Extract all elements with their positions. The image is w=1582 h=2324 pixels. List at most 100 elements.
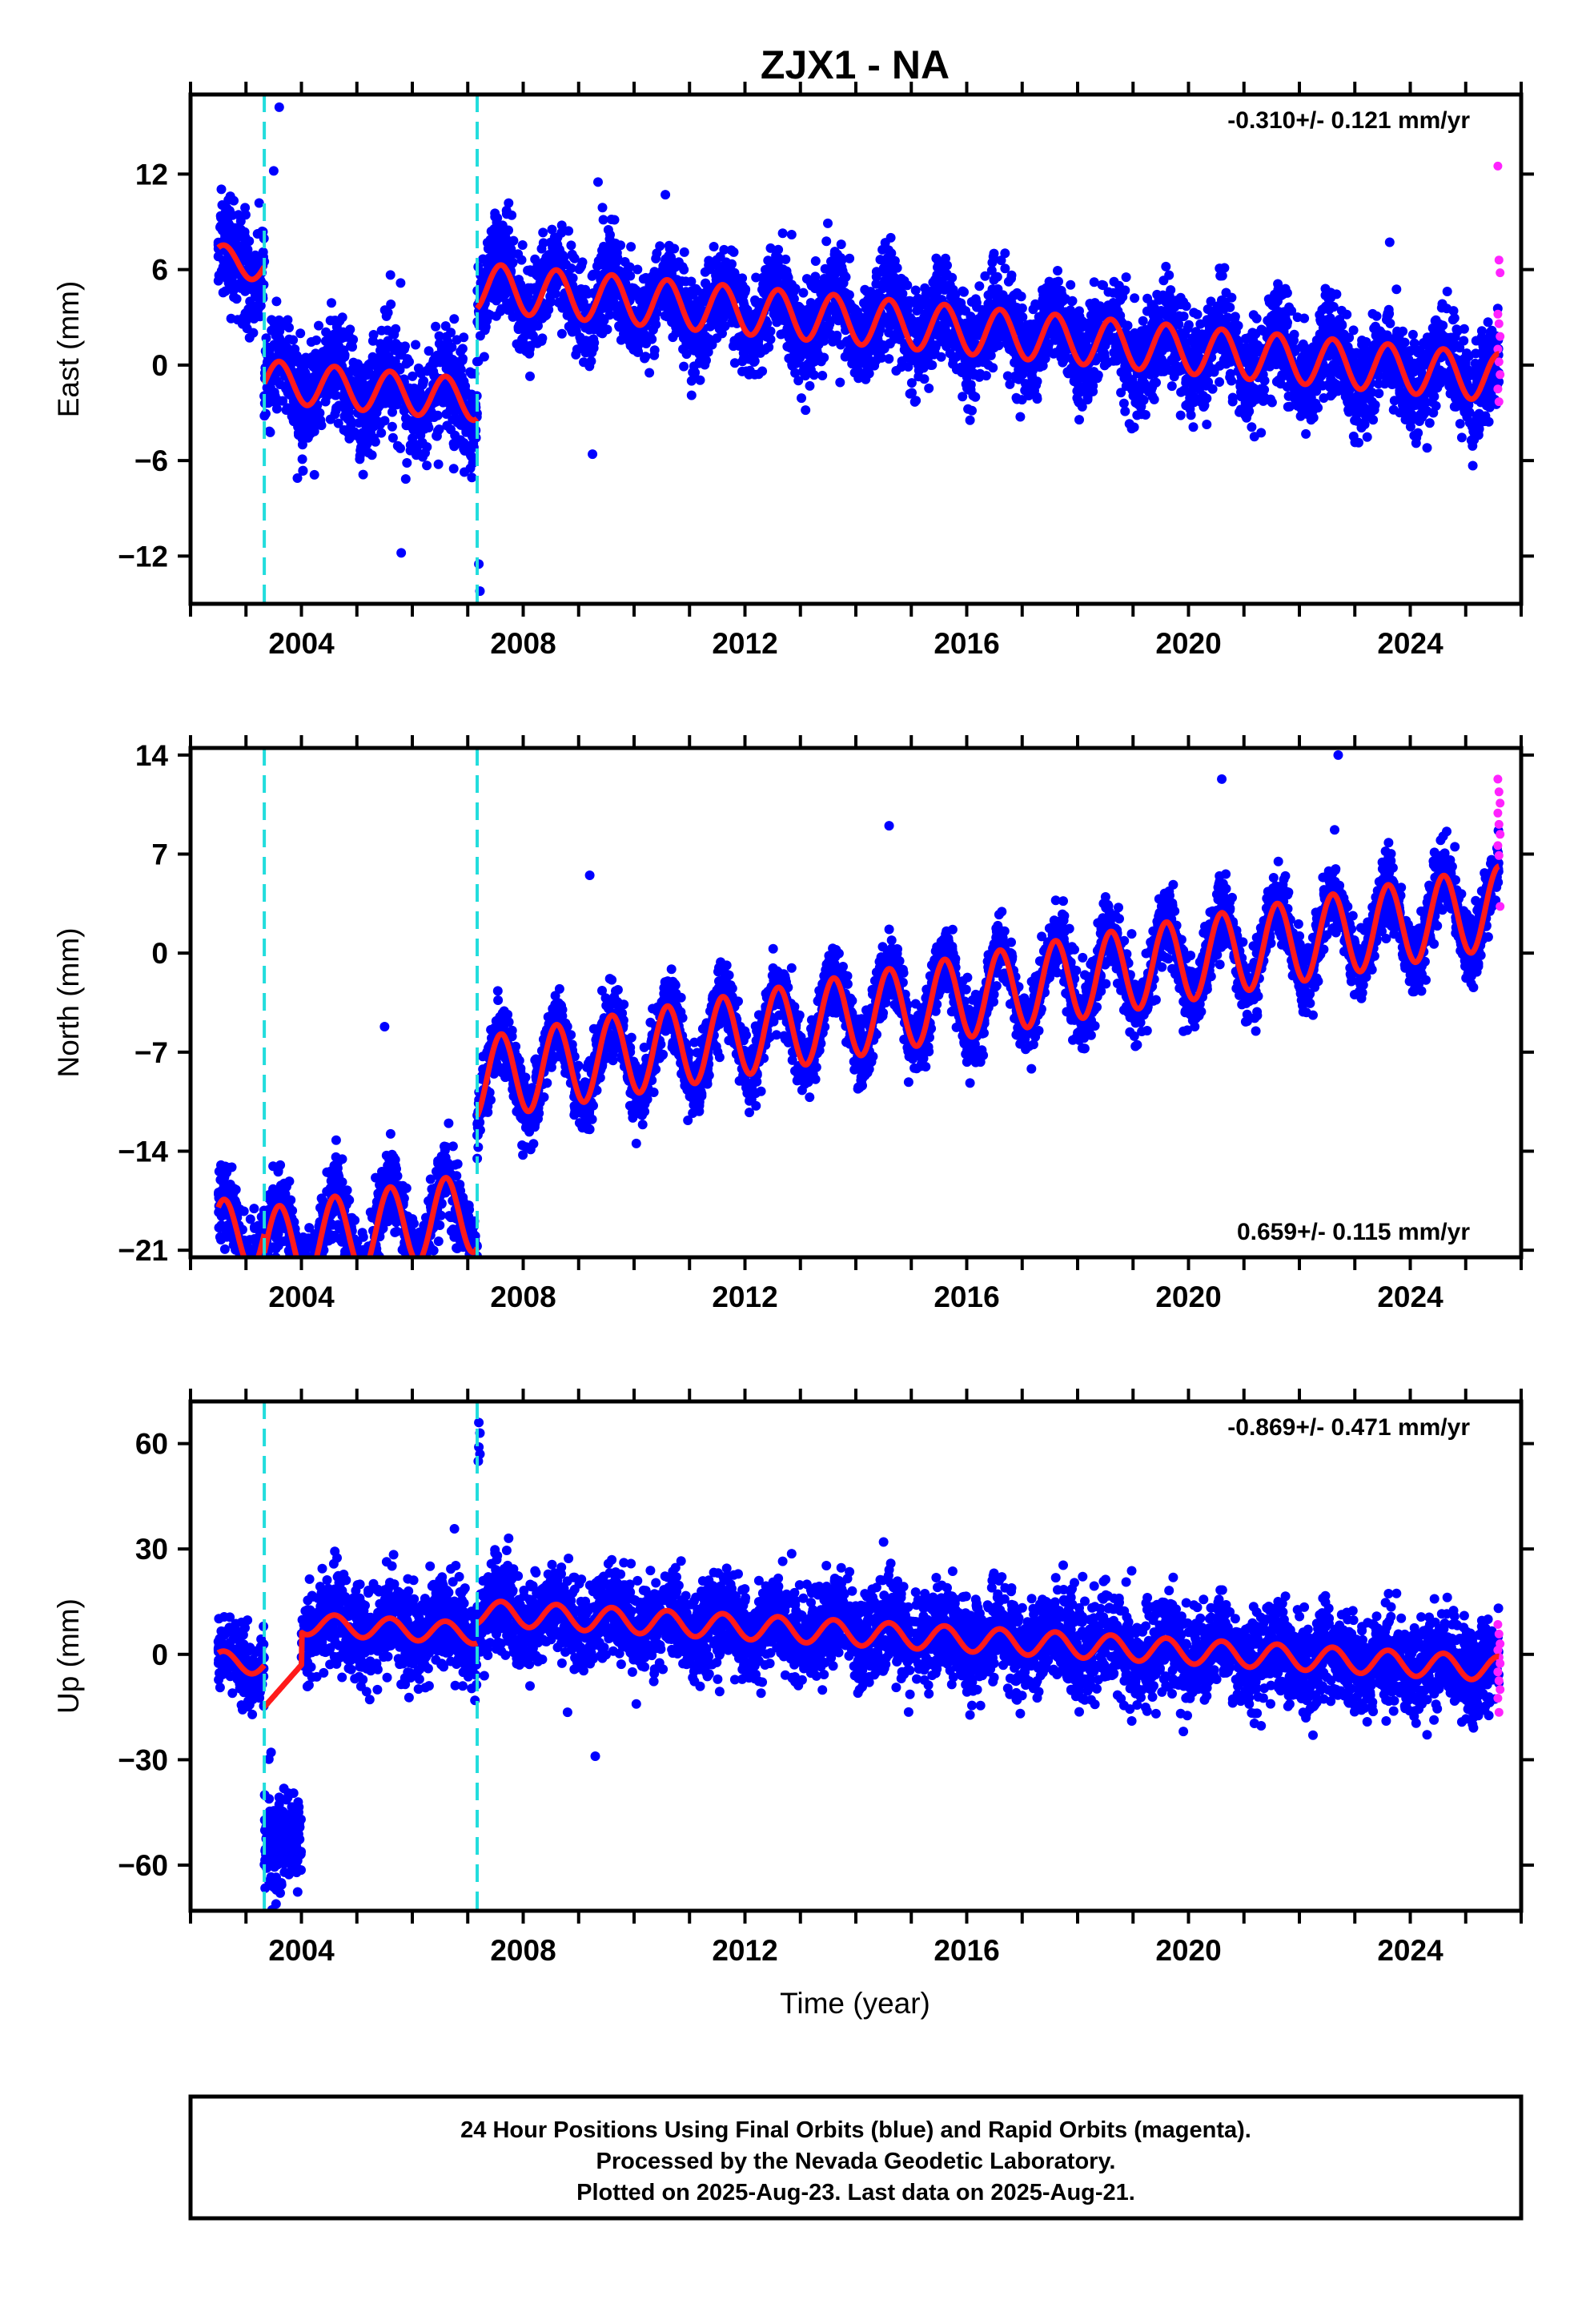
data-point [222,203,232,214]
data-point [290,397,299,408]
data-point [215,246,225,256]
data-point [366,358,375,368]
data-point [387,407,397,417]
data-point [362,391,372,401]
data-point [810,283,820,294]
data-point [402,458,412,468]
data-point [455,419,465,429]
data-point [1158,275,1169,286]
data-point [401,420,412,431]
data-point [441,409,452,419]
data-point [385,270,396,280]
data-point [958,392,968,402]
data-point [291,352,301,362]
data-point [750,295,760,305]
data-point [661,253,672,263]
data-point [556,328,567,339]
data-point [460,391,471,401]
data-point [213,275,223,286]
data-point [860,284,870,295]
data-point [310,377,320,388]
data-point [1130,293,1140,304]
data-point [433,357,444,367]
data-point [240,317,251,328]
data-point [1362,432,1372,442]
data-point [226,263,236,274]
data-point [465,428,476,438]
data-point [264,344,275,355]
data-point [373,400,383,411]
data-point [1462,348,1472,359]
data-point [441,364,452,374]
data-point [450,368,460,379]
data-point [422,460,432,471]
data-point [554,244,564,255]
data-point [443,349,453,360]
data-point [608,299,619,309]
data-point [801,405,811,416]
data-point [223,213,233,223]
data-point [301,369,311,380]
data-point [311,335,322,345]
data-point [1450,393,1460,404]
data-point [384,374,395,384]
data-point [355,454,365,464]
data-point [334,400,344,411]
data-point [391,397,402,408]
data-point [392,362,403,372]
data-point [420,424,430,434]
data-point [1422,443,1432,453]
data-point [1183,399,1193,409]
data-point [871,271,881,282]
data-point [389,329,400,340]
data-point [311,348,321,359]
data-point [404,356,414,367]
data-point [1442,287,1452,296]
data-point [1283,402,1293,412]
data-point [396,278,406,288]
data-point [709,242,719,251]
data-point [411,340,421,350]
data-point [1207,384,1218,394]
data-point [401,413,411,424]
data-point [309,469,319,480]
data-point [459,438,469,448]
data-point [422,442,432,452]
data-point [226,313,236,324]
data-point [361,432,371,443]
data-point [942,269,952,279]
data-point [1375,326,1385,336]
data-point [265,382,275,392]
data-point [661,190,671,200]
data-point [387,432,398,443]
data-point [380,389,391,400]
data-point [466,443,476,453]
data-point [805,380,815,391]
data-point [330,409,340,420]
data-point [233,210,243,220]
data-point [220,231,231,241]
data-point [271,404,282,414]
data-point [336,356,346,366]
data-point [298,465,308,476]
data-point [1391,284,1402,295]
data-point [376,428,387,438]
data-point [1464,418,1475,428]
data-point [835,377,845,388]
data-point [448,464,459,474]
data-point [405,440,416,450]
data-point [450,440,460,450]
data-point [1144,385,1154,396]
data-point [384,353,395,364]
data-point [434,339,444,349]
data-point [1227,392,1238,403]
data-point [314,320,323,331]
data-point [690,368,701,378]
data-point [959,287,969,297]
data-point [880,238,890,248]
data-point [924,383,934,393]
data-point [1141,326,1151,336]
data-point [354,430,363,440]
